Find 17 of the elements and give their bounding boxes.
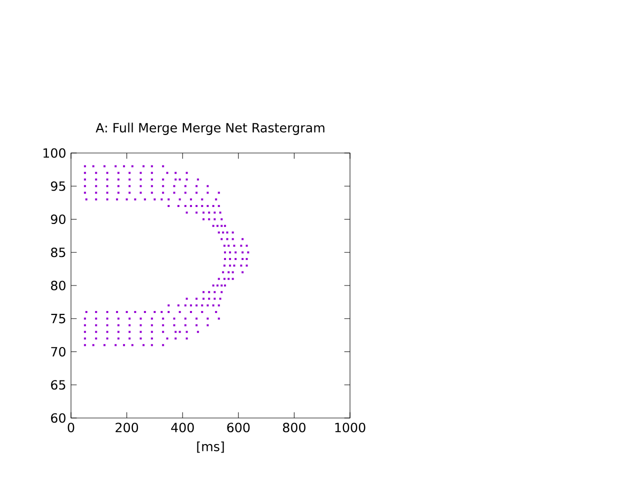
- x-tick-label: 400: [171, 422, 194, 432]
- x-tick-label: 600: [227, 422, 250, 432]
- y-tick-label: 75: [51, 314, 66, 324]
- x-tick-label: 200: [116, 422, 138, 432]
- chart-title: A: Full Merge Merge Net Rastergram: [96, 122, 324, 135]
- y-tick-label: 80: [51, 280, 66, 290]
- x-tick-label: 1000: [335, 422, 366, 432]
- y-tick-label: 70: [51, 346, 66, 357]
- y-tick-label: 85: [51, 248, 66, 258]
- y-tick-label: 100: [44, 148, 66, 158]
- y-tick-label: 65: [51, 380, 66, 390]
- x-tick-label: 0: [68, 422, 74, 432]
- y-tick-label: 60: [51, 413, 66, 423]
- x-tick-label: 800: [282, 422, 306, 432]
- y-tick-label: 95: [50, 181, 66, 191]
- x-axis-title: [ms]: [197, 441, 224, 453]
- y-tick-label: 90: [50, 214, 66, 224]
